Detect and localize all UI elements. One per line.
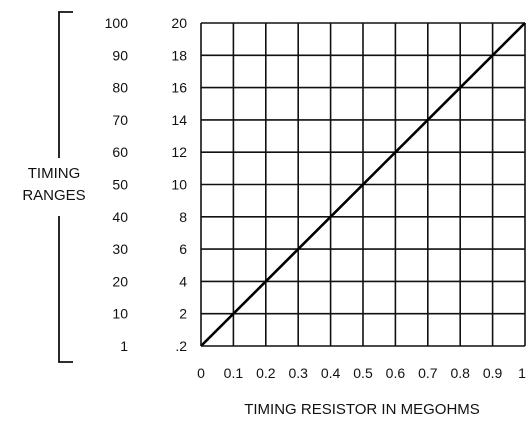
chart-series xyxy=(200,22,526,347)
x-tick-label: 0.9 xyxy=(483,365,503,381)
series-line xyxy=(200,22,526,347)
y-tick-label-outer: 30 xyxy=(112,241,128,257)
y-tick-label-inner: 14 xyxy=(171,112,187,128)
y-tick-label-inner: 8 xyxy=(179,209,187,225)
x-tick-label: 0.1 xyxy=(224,365,244,381)
y-tick-label-inner: 2 xyxy=(179,306,187,322)
x-tick-label: 0.7 xyxy=(418,365,438,381)
timing-ranges-bracket xyxy=(58,11,73,363)
y-tick-label-outer: 20 xyxy=(112,273,128,289)
y-tick-label-outer: 40 xyxy=(112,209,128,225)
x-tick-label: 0.3 xyxy=(288,365,308,381)
y-tick-label-inner: 12 xyxy=(171,144,187,160)
x-axis-label: TIMING RESISTOR IN MEGOHMS xyxy=(244,401,480,418)
x-tick-label: 1 xyxy=(518,365,526,381)
x-tick-label: 0 xyxy=(197,365,205,381)
bracket-upper xyxy=(58,11,73,158)
y-tick-label-outer: 10 xyxy=(112,306,128,322)
x-tick-label: 0.5 xyxy=(353,365,373,381)
x-tick-label: 0.2 xyxy=(256,365,276,381)
y-tick-label-inner: 10 xyxy=(171,177,187,193)
y-tick-label-outer: 1 xyxy=(120,338,128,354)
y-axis-label-line-2: RANGES xyxy=(22,187,85,204)
x-tick-label: 0.8 xyxy=(450,365,470,381)
chart-grid xyxy=(200,22,526,347)
y-axis-label-line-1: TIMING xyxy=(28,165,81,182)
x-tick-label: 0.4 xyxy=(321,365,341,381)
x-tick-label: 0.6 xyxy=(386,365,406,381)
y-tick-label-outer: 90 xyxy=(112,47,128,63)
y-tick-label-outer: 100 xyxy=(105,15,129,31)
y-tick-label-outer: 70 xyxy=(112,112,128,128)
y-tick-label-inner: 4 xyxy=(179,273,187,289)
y-tick-label-inner: 18 xyxy=(171,47,187,63)
y-tick-label-inner: 16 xyxy=(171,80,187,96)
y-axis-inner-ticks: .2 2 4 6 8 10 12 14 16 18 20 xyxy=(171,15,187,354)
bracket-lower xyxy=(58,216,73,363)
x-axis-ticks: 0 0.1 0.2 0.3 0.4 0.5 0.6 0.7 0.8 0.9 1 xyxy=(197,365,526,381)
y-tick-label-outer: 50 xyxy=(112,177,128,193)
y-axis-outer-ticks: 1 10 20 30 40 50 60 70 80 90 100 xyxy=(105,15,129,354)
y-tick-label-inner: 6 xyxy=(179,241,187,257)
y-tick-label-inner: .2 xyxy=(175,338,187,354)
y-tick-label-outer: 80 xyxy=(112,80,128,96)
y-tick-label-inner: 20 xyxy=(171,15,187,31)
y-tick-label-outer: 60 xyxy=(112,144,128,160)
